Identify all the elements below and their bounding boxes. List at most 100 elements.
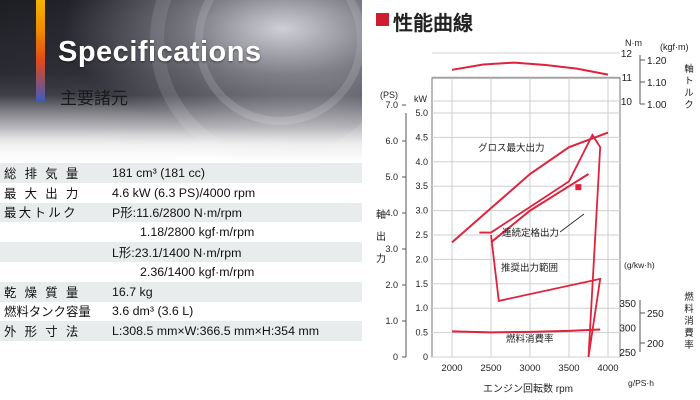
specifications-panel: Specifications 主要諸元 総 排 気 量 181 cm³ (181… — [0, 0, 410, 342]
ps-tick-label: 7.0 — [385, 100, 398, 110]
series-gross-power-line — [451, 131, 609, 244]
kw-tick-label: 2.5 — [415, 230, 428, 240]
spec-value: P形:11.6/2800 N·m/rpm — [112, 206, 242, 221]
x-tick-label: 4000 — [597, 363, 618, 374]
spec-label: 外 形 寸 法 — [4, 325, 81, 340]
spec-row: 外 形 寸 法 L:308.5 mm×W:366.5 mm×H:354 mm — [0, 321, 362, 342]
x-tick-label: 3000 — [519, 363, 540, 374]
kw-tick-label: 3.5 — [415, 181, 428, 191]
x-tick-label: 2000 — [441, 363, 462, 374]
kw-tick-label: 5.0 — [415, 108, 428, 118]
annotation-rated-power: 連続定格出力 — [502, 227, 559, 239]
spec-label: 乾 燥 質 量 — [4, 285, 81, 300]
spec-row: 乾 燥 質 量 16.7 kg — [0, 281, 362, 302]
kw-tick-label: 0.5 — [415, 328, 428, 338]
y-axis-label-char: 軸 — [376, 208, 386, 221]
ps-tick-label: 0 — [393, 352, 398, 362]
spec-row: L形:23.1/1400 N·m/rpm — [0, 242, 362, 262]
torque-unit-kgfm: (kgf·m) — [660, 42, 689, 52]
series-fuel-line — [451, 328, 601, 334]
spec-value: 3.6 dm³ (3.6 L) — [112, 304, 194, 319]
y-axis-label-char: 出 — [376, 230, 386, 243]
kw-tick-label: 3.0 — [415, 206, 428, 216]
page-subtitle: 主要諸元 — [60, 89, 128, 108]
spec-row: 総 排 気 量 181 cm³ (181 cc) — [0, 163, 362, 183]
fuel-unit-ps: g/PS·h — [628, 378, 654, 388]
performance-chart: 2000 2500 3000 3500 400000.51.01.52.02.53.03… — [376, 38, 694, 395]
fuel-axis-label-char: 費 — [684, 327, 694, 339]
y-axis-label-char: 力 — [376, 252, 386, 265]
performance-panel: 性能曲線 2000 2500 3000 3500 4000 0 0.5 1.0 1.5 2.0 2.… — [362, 0, 700, 400]
kw-tick-label: 4.0 — [415, 157, 428, 167]
spec-row: 2.36/1400 kgf·m/rpm — [0, 261, 362, 282]
annotation-leader-line — [559, 213, 585, 233]
x-tick-label: 2500 — [480, 363, 501, 374]
nm-tick-label: 11 — [622, 73, 633, 84]
spec-label: 最 大 出 力 — [4, 186, 81, 201]
fuel-axis-label-char: 消 — [684, 315, 694, 327]
fuel-axis-label-char: 料 — [684, 303, 694, 315]
kw-unit-label: kW — [414, 94, 428, 104]
series-rated-power-line — [490, 173, 590, 244]
kw-tick-label: 0 — [423, 352, 428, 362]
recommended-range-outline — [479, 133, 602, 358]
x-tick-label: 3500 — [558, 363, 579, 374]
kgfm-tick-label: 1.20 — [647, 56, 667, 67]
accent-bar — [36, 0, 45, 102]
nm-tick-label: 12 — [621, 49, 633, 60]
spec-table: 総 排 気 量 181 cm³ (181 cc) 最 大 出 力 4.6 kW … — [0, 163, 362, 342]
spec-row: 最大トルク P形:11.6/2800 N·m/rpm — [0, 202, 362, 223]
kgfm-tick-label: 1.00 — [647, 100, 667, 111]
kgfm-tick-label: 1.10 — [647, 78, 667, 89]
fuel-tick-label: 250 — [619, 348, 636, 359]
torque-axis-label-char: ル — [684, 88, 694, 99]
ps-tick-label: 4.0 — [385, 208, 398, 218]
spec-label: 最大トルク — [4, 206, 78, 221]
plot-frame — [431, 77, 621, 358]
torque-axis-label-char: ク — [684, 100, 694, 111]
torque-axis-label-char: 軸 — [684, 63, 694, 75]
page-title: Specifications — [58, 36, 262, 68]
torque-unit-nm: N·m — [625, 38, 642, 48]
kw-tick-label: 1.0 — [415, 303, 428, 313]
annotation-gross-power: グロス最大出力 — [478, 142, 545, 154]
fuel-unit: (g/kw·h) — [624, 260, 655, 270]
ps-tick-label: 6.0 — [385, 136, 398, 146]
spec-value: 4.6 kW (6.3 PS)/4000 rpm — [112, 185, 256, 200]
rated-power-marker — [575, 184, 582, 191]
ps-tick-label: 2.0 — [385, 280, 398, 290]
performance-title: 性能曲線 — [393, 13, 473, 35]
fuel-ps-tick-label: 200 — [647, 339, 664, 350]
spec-label: 燃料タンク容量 — [4, 305, 91, 320]
ps-tick-label: 5.0 — [385, 172, 398, 182]
fuel-tick-label: 300 — [619, 324, 636, 335]
ps-unit-label: (PS) — [380, 90, 398, 100]
fuel-axis-label-char: 燃 — [684, 291, 694, 303]
nm-tick-label: 10 — [621, 97, 633, 108]
title-marker-icon — [376, 13, 389, 26]
spec-row: 1.18/2800 kgf·m/rpm — [0, 222, 362, 243]
ps-tick-label: 1.0 — [385, 316, 398, 326]
spec-label: 総 排 気 量 — [4, 166, 81, 181]
fuel-axis-label-char: 率 — [684, 339, 694, 351]
spec-row: 燃料タンク容量 3.6 dm³ (3.6 L) — [0, 301, 362, 322]
ps-tick-label: 3.0 — [385, 244, 398, 254]
x-axis-label: エンジン回転数 rpm — [483, 382, 573, 395]
annotation-fuel-consumption: 燃料消費率 — [506, 333, 554, 345]
kw-tick-label: 1.5 — [415, 279, 428, 289]
kw-tick-label: 2.0 — [415, 254, 428, 264]
spec-value: L形:23.1/1400 N·m/rpm — [112, 246, 242, 261]
spec-value: 16.7 kg — [112, 284, 153, 299]
banner-fade — [0, 95, 362, 165]
series-torque-line — [451, 61, 609, 76]
spec-row: 最 大 出 力 4.6 kW (6.3 PS)/4000 rpm — [0, 182, 362, 203]
spec-value: 1.18/2800 kgf·m/rpm — [140, 225, 255, 240]
spec-value: L:308.5 mm×W:366.5 mm×H:354 mm — [112, 324, 320, 339]
fuel-tick-label: 350 — [619, 299, 636, 310]
kw-tick-label: 4.5 — [415, 132, 428, 142]
annotation-recommended-range: 推奨出力範囲 — [501, 262, 558, 274]
spec-value: 2.36/1400 kgf·m/rpm — [140, 264, 255, 279]
fuel-ps-tick-label: 250 — [647, 309, 664, 320]
spec-value: 181 cm³ (181 cc) — [112, 165, 205, 180]
torque-axis-label-char: ト — [684, 76, 694, 87]
